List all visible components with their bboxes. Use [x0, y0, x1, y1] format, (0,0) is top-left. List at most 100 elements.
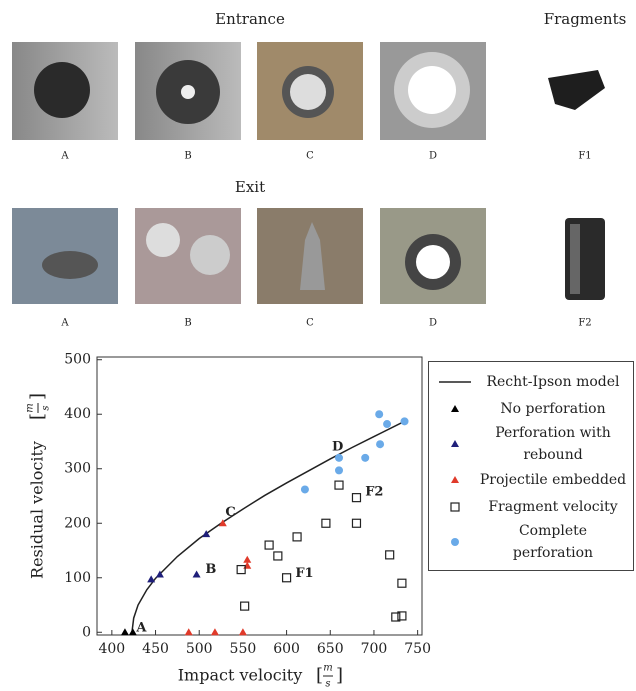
legend-label: Projectile embedded — [477, 469, 629, 491]
legend-item: Recht-Ipson model — [433, 368, 629, 395]
point — [383, 420, 391, 428]
point — [352, 494, 360, 502]
exit-title: Exit — [235, 178, 265, 196]
x-tick-label: 700 — [361, 641, 388, 657]
x-tick-label: 450 — [142, 641, 169, 657]
point — [335, 481, 343, 489]
legend-label: Recht-Ipson model — [477, 371, 629, 393]
point — [185, 628, 193, 635]
point — [451, 503, 459, 511]
y-tick-label: 0 — [82, 624, 91, 640]
legend-item: Projectile embedded — [433, 466, 629, 493]
legend-item: Fragment velocity — [433, 493, 629, 520]
point — [322, 519, 330, 527]
legend-icon — [433, 470, 477, 490]
legend-icon — [433, 532, 477, 552]
unit-bracket: ] — [27, 393, 48, 400]
point — [352, 519, 360, 527]
page: {"figure": { "entrance_title": "Entrance… — [0, 0, 636, 691]
photo — [257, 208, 363, 304]
x-tick-label: 400 — [98, 641, 125, 657]
legend-item: Complete perforation — [433, 520, 629, 564]
fragments-title: Fragments — [544, 10, 627, 28]
annotation: C — [225, 505, 235, 520]
legend-label: Complete perforation — [477, 520, 629, 564]
legend-icon — [433, 399, 477, 419]
fragment-photo — [548, 70, 605, 110]
legend-icon — [433, 372, 477, 392]
unit-bracket: ] — [336, 665, 343, 686]
legend-item: No perforation — [433, 395, 629, 422]
legend-icon — [433, 434, 477, 454]
photo-label: D — [429, 151, 437, 162]
legend-label: Fragment velocity — [477, 496, 629, 518]
legend-icon — [433, 497, 477, 517]
annotation: F1 — [295, 566, 313, 581]
photo — [257, 42, 363, 140]
point — [243, 556, 251, 563]
figure: Entrance Fragments Exit A B C D A B C D F1 F2 400… — [0, 0, 636, 691]
point — [121, 628, 129, 635]
point — [193, 570, 201, 577]
point — [361, 454, 369, 462]
annotation: B — [205, 562, 216, 577]
legend-label: No perforation — [477, 398, 629, 420]
x-axis-label: Impact velocity — [178, 666, 303, 685]
photo-label: C — [306, 151, 314, 162]
point — [401, 417, 409, 425]
photo-label: A — [60, 151, 69, 162]
point — [265, 541, 273, 549]
x-tick-label: 750 — [404, 641, 431, 657]
point — [451, 405, 459, 412]
unit-numerator: m — [323, 663, 332, 674]
x-tick-label: 650 — [317, 641, 344, 657]
unit-bracket: [ — [316, 665, 323, 686]
point — [283, 574, 291, 582]
legend-item: Perforation with rebound — [433, 422, 629, 466]
annotation: D — [332, 439, 343, 454]
y-axis-label: Residual velocity — [28, 441, 47, 579]
legend-label: Perforation with rebound — [477, 422, 629, 466]
photo-label: A — [60, 318, 69, 329]
point — [376, 440, 384, 448]
y-tick-label: 200 — [64, 515, 91, 531]
point — [451, 440, 459, 447]
point — [211, 628, 219, 635]
x-tick-label: 600 — [273, 641, 300, 657]
photo-label: B — [184, 318, 191, 329]
y-tick-label: 300 — [64, 461, 91, 477]
point — [293, 533, 301, 541]
point — [147, 575, 155, 582]
photo-label: F2 — [578, 318, 591, 329]
annotation: F2 — [365, 485, 383, 500]
photo — [135, 208, 241, 304]
unit-denominator: s — [325, 679, 330, 690]
model-curve — [132, 421, 405, 632]
point — [335, 454, 343, 462]
photo — [380, 42, 486, 140]
unit-denominator: s — [41, 405, 52, 410]
annotation: A — [135, 620, 147, 635]
point — [301, 485, 309, 493]
point — [237, 566, 245, 574]
point — [241, 602, 249, 610]
point — [386, 551, 394, 559]
point — [398, 579, 406, 587]
entrance-title: Entrance — [215, 10, 285, 28]
point — [451, 476, 459, 483]
photo — [380, 208, 486, 304]
x-tick-label: 550 — [230, 641, 257, 657]
photo-label: B — [184, 151, 191, 162]
photo — [12, 208, 118, 304]
photo-label: D — [429, 318, 437, 329]
point — [375, 410, 383, 418]
unit-bracket: [ — [27, 413, 48, 420]
unit-numerator: m — [25, 403, 36, 412]
x-tick-label: 500 — [186, 641, 213, 657]
y-tick-label: 500 — [64, 352, 91, 368]
point — [335, 466, 343, 474]
point — [451, 538, 459, 546]
